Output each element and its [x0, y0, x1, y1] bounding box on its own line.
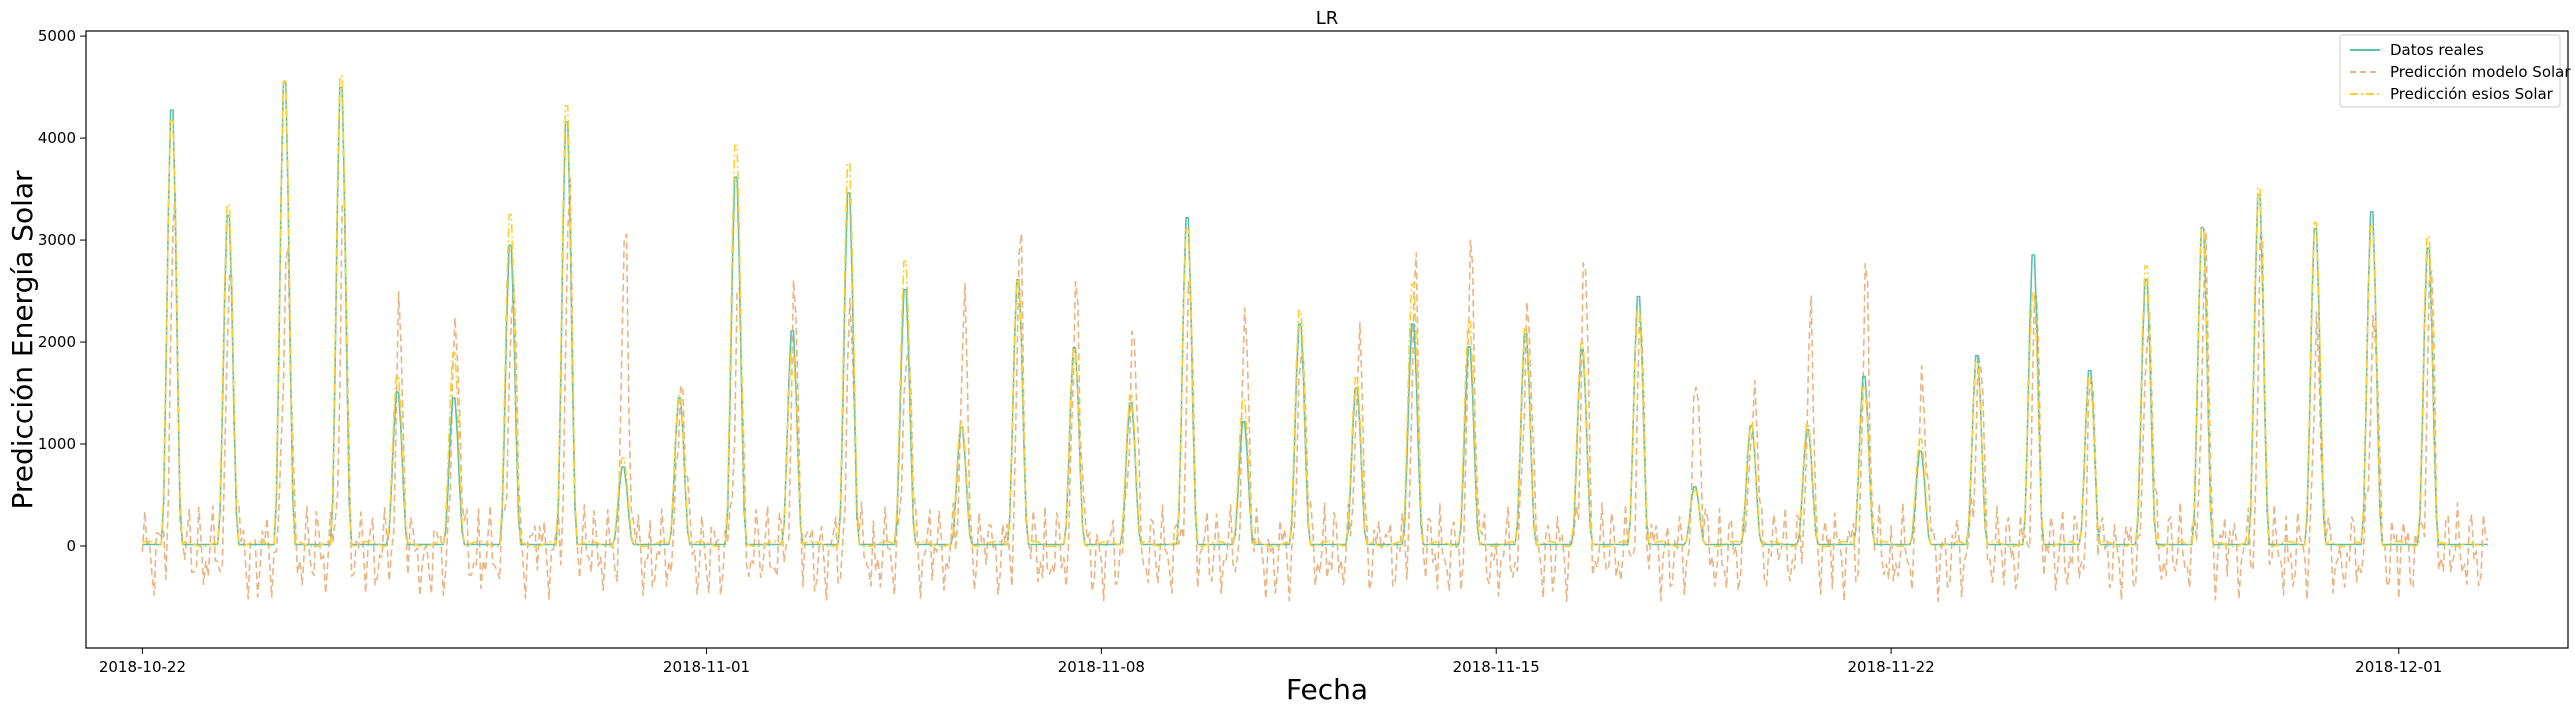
- legend-box: [2339, 34, 2561, 108]
- y-tick-label: 0: [66, 537, 76, 555]
- plot-frame: [85, 30, 2569, 649]
- y-tick-label: 3000: [38, 231, 76, 249]
- y-axis-label: Predicción Energía Solar: [6, 170, 39, 510]
- series-layer: [141, 75, 2489, 603]
- x-tick-label: 2018-11-22: [1847, 658, 1934, 676]
- chart-title: LR: [1316, 8, 1339, 29]
- x-tick-label: 2018-11-01: [663, 658, 750, 676]
- y-axis-ticks: 0 1000 2000 3000 4000 5000: [38, 27, 86, 555]
- x-tick-label: 2018-10-22: [99, 658, 186, 676]
- y-tick-label: 1000: [38, 435, 76, 453]
- x-axis-label: Fecha: [1286, 673, 1368, 706]
- legend-label-real: Datos reales: [2390, 41, 2484, 59]
- x-tick-label: 2018-11-15: [1453, 658, 1540, 676]
- x-tick-label: 2018-12-01: [2355, 658, 2442, 676]
- series-line-esios: [142, 75, 2489, 548]
- legend: Datos reales Predicción modelo Solar Pre…: [2339, 34, 2571, 108]
- x-tick-label: 2018-11-08: [1058, 658, 1145, 676]
- y-tick-label: 4000: [38, 129, 76, 147]
- legend-label-esios: Predicción esios Solar: [2390, 85, 2554, 103]
- legend-label-model: Predicción modelo Solar: [2390, 63, 2571, 81]
- series-line-real: [142, 81, 2489, 546]
- x-axis-ticks: 2018-10-22 2018-11-01 2018-11-08 2018-11-15…: [99, 648, 2442, 676]
- y-tick-label: 2000: [38, 333, 76, 351]
- y-tick-label: 5000: [38, 27, 76, 45]
